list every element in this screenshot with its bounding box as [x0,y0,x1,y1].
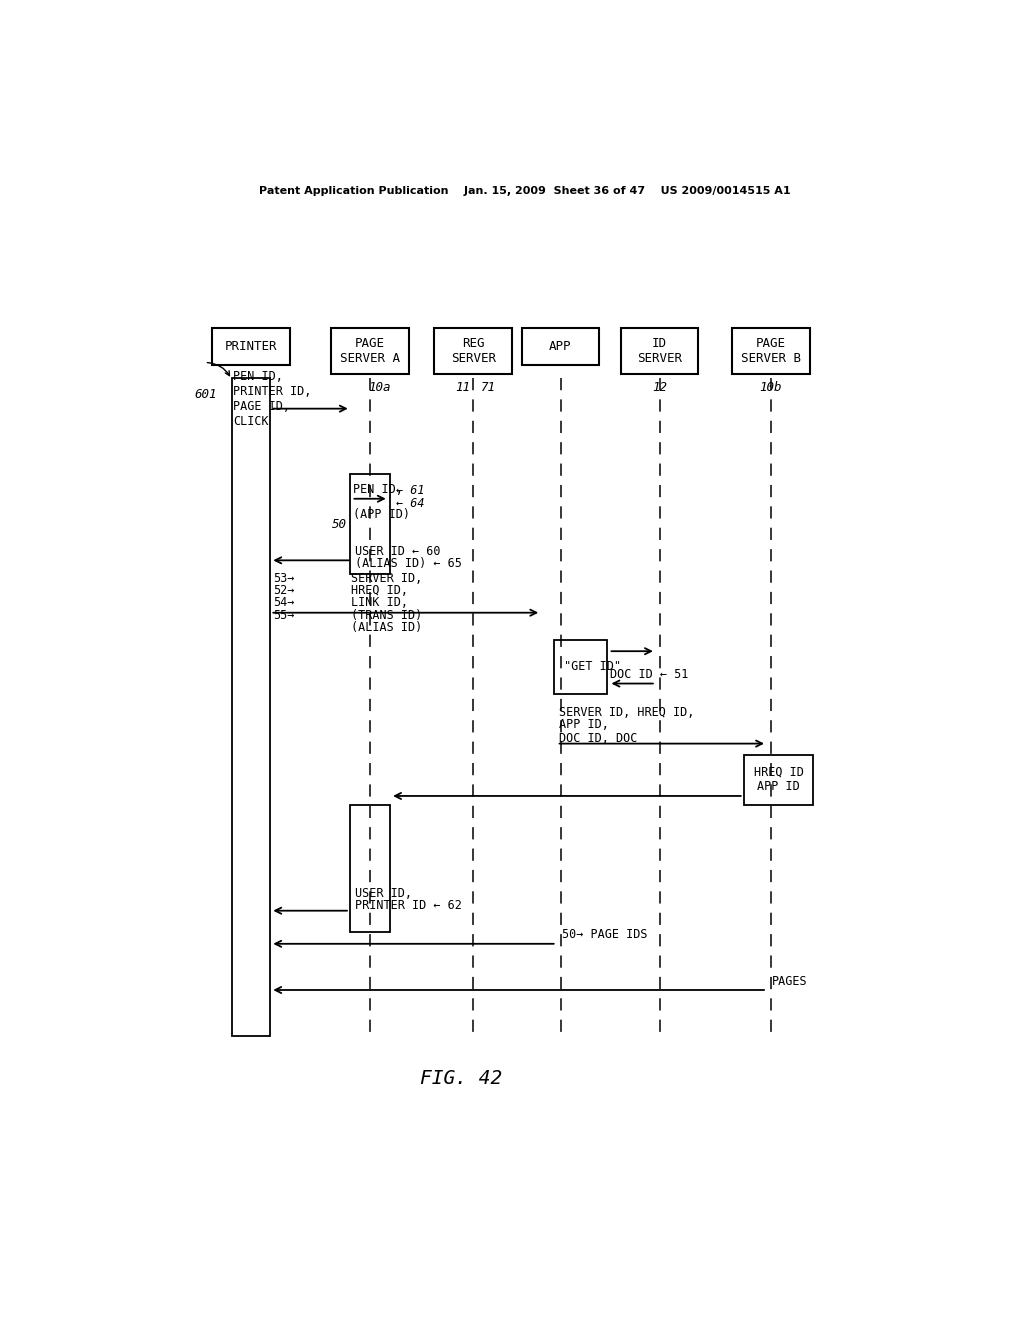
Text: PAGES: PAGES [772,974,808,987]
Bar [522,327,599,364]
Bar [350,474,390,574]
Text: APP: APP [549,339,571,352]
Text: REG
SERVER: REG SERVER [451,337,496,364]
Text: SERVER ID,: SERVER ID, [351,572,423,585]
Text: HREQ ID,: HREQ ID, [351,583,409,597]
Text: 50: 50 [332,517,346,531]
Text: PAGE
SERVER A: PAGE SERVER A [340,337,400,364]
Text: (ALIAS ID): (ALIAS ID) [351,620,423,634]
Text: USER ID ← 60: USER ID ← 60 [354,545,440,558]
Bar [350,805,390,932]
Bar [332,327,409,374]
Text: 10b: 10b [760,381,782,395]
Text: 71: 71 [481,381,497,395]
Text: 11: 11 [455,381,470,395]
Bar [231,378,270,1036]
Text: 50→ PAGE IDS: 50→ PAGE IDS [562,928,647,941]
Text: PAGE
SERVER B: PAGE SERVER B [740,337,801,364]
Text: "GET ID": "GET ID" [564,660,622,673]
Bar [212,327,290,364]
Bar [554,640,607,693]
Text: USER ID,: USER ID, [354,887,412,900]
Text: LINK ID,: LINK ID, [351,597,409,610]
Text: DOC ID, DOC: DOC ID, DOC [559,733,637,744]
Text: 53→: 53→ [272,572,294,585]
Text: PRINTER ID ← 62: PRINTER ID ← 62 [354,899,462,912]
Bar [732,327,810,374]
Text: 601: 601 [195,388,217,400]
Text: PEN ID,
PRINTER ID,
PAGE ID,
CLICK: PEN ID, PRINTER ID, PAGE ID, CLICK [233,370,311,428]
Text: HREQ ID: HREQ ID [754,766,804,779]
Text: PRINTER: PRINTER [224,339,278,352]
Text: 55→: 55→ [272,609,294,622]
Text: 12: 12 [652,381,668,395]
Text: 52→: 52→ [272,583,294,597]
Text: 54→: 54→ [272,597,294,610]
Text: ← 61: ← 61 [396,484,425,498]
Text: APP ID: APP ID [757,780,800,793]
Bar [621,327,698,374]
Text: (TRANS ID): (TRANS ID) [351,609,423,622]
Text: Patent Application Publication    Jan. 15, 2009  Sheet 36 of 47    US 2009/00145: Patent Application Publication Jan. 15, … [259,186,791,195]
Text: FIG. 42: FIG. 42 [420,1069,503,1088]
Text: (ALIAS ID) ← 65: (ALIAS ID) ← 65 [354,557,462,570]
Text: ID
SERVER: ID SERVER [637,337,682,364]
Text: DOC ID ← 51: DOC ID ← 51 [610,668,688,681]
Text: SERVER ID, HREQ ID,: SERVER ID, HREQ ID, [559,706,694,719]
Text: (APP ID): (APP ID) [353,508,410,521]
Text: PEN ID,: PEN ID, [353,483,402,496]
Text: 10a: 10a [368,381,390,395]
Bar [434,327,512,374]
Text: ← 64: ← 64 [396,496,425,510]
Text: APP ID,: APP ID, [559,718,609,731]
Bar [743,755,813,805]
